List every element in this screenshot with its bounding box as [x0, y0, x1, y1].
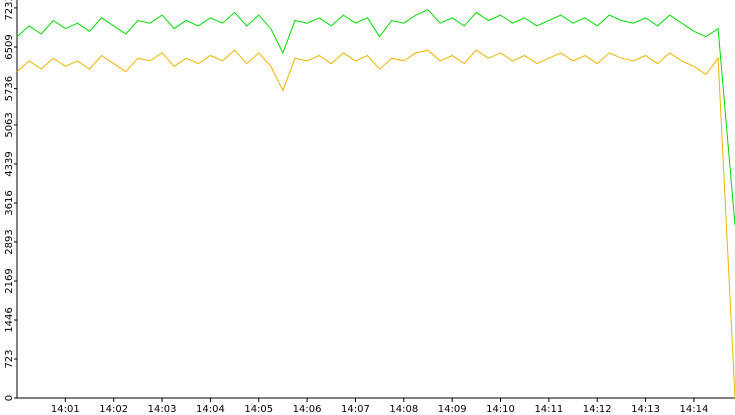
y-tick-label: 2893 [4, 229, 15, 254]
y-tick-label: 0 [4, 395, 15, 401]
x-tick-label: 14:13 [631, 404, 660, 415]
x-tick-label: 14:06 [293, 404, 322, 415]
x-tick-label: 14:02 [99, 404, 128, 415]
y-tick-label: 6509 [4, 34, 15, 59]
y-tick-label: 4339 [4, 151, 15, 176]
y-tick-label: 5736 [4, 76, 15, 101]
x-tick-label: 14:14 [679, 404, 708, 415]
x-tick-label: 14:04 [196, 404, 225, 415]
series-line [16, 49, 735, 399]
y-tick-label: 3616 [4, 190, 15, 215]
y-tick-label: 7233 [4, 0, 15, 21]
y-tick-label: 2169 [4, 268, 15, 293]
x-tick-label: 14:12 [583, 404, 612, 415]
series-line [16, 9, 735, 226]
x-tick-label: 14:08 [389, 404, 418, 415]
x-tick-label: 14:05 [244, 404, 273, 415]
x-tick-label: 14:03 [148, 404, 177, 415]
x-tick-label: 14:09 [438, 404, 467, 415]
y-tick-label: 1446 [4, 307, 15, 332]
x-tick-label: 14:07 [341, 404, 370, 415]
x-tick-label: 14:01 [51, 404, 80, 415]
x-tick-label: 14:10 [486, 404, 515, 415]
y-tick-label: 723 [4, 349, 15, 368]
y-tick-label: 5063 [4, 112, 15, 137]
x-tick-label: 14:11 [534, 404, 563, 415]
